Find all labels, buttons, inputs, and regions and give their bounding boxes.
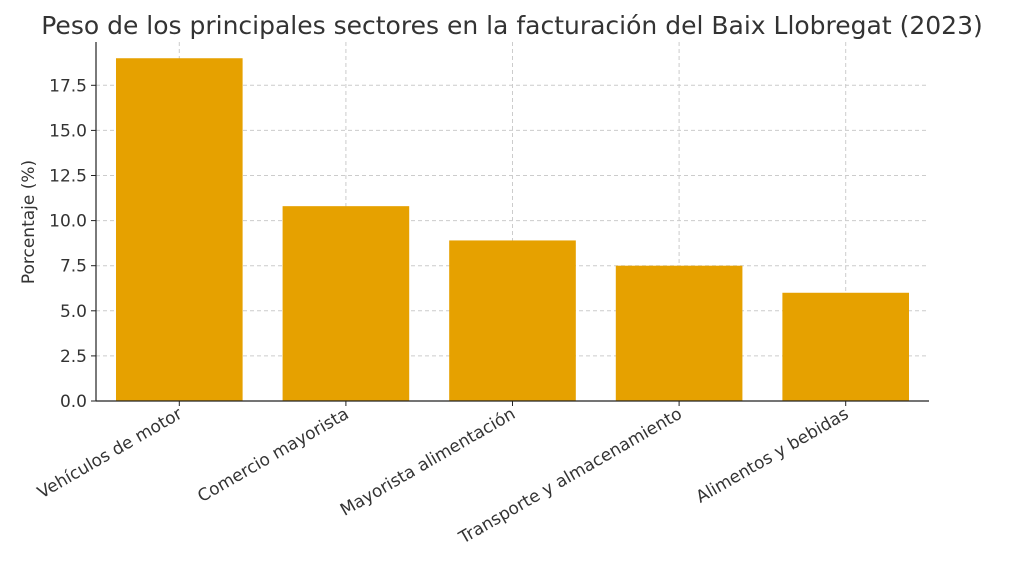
bar xyxy=(449,240,576,401)
y-tick-label: 7.5 xyxy=(60,257,87,277)
x-tick-label: Alimentos y bebidas xyxy=(693,404,853,508)
y-tick-label: 0.0 xyxy=(60,392,87,412)
x-tick-label: Vehículos de motor xyxy=(34,404,186,503)
x-tick-labels: Vehículos de motor Comercio mayoristaMayo… xyxy=(34,401,852,549)
bar xyxy=(282,206,410,401)
bar xyxy=(115,58,243,402)
bar xyxy=(615,265,743,401)
bars xyxy=(115,58,910,402)
y-tick-label: 17.5 xyxy=(49,76,87,96)
y-tick-label: 12.5 xyxy=(49,166,87,186)
bar xyxy=(782,292,910,401)
y-axis-label: Porcentaje (%) xyxy=(19,160,39,284)
y-tick-label: 2.5 xyxy=(60,347,87,367)
x-tick-label: Comercio mayorista xyxy=(194,404,352,507)
y-tick-label: 15.0 xyxy=(49,121,87,141)
y-tick-labels: 0.0 2.5 5.0 7.5 10.0 12.5 15.0 17.5 xyxy=(49,76,96,412)
x-tick-label: Mayorista alimentación xyxy=(337,404,519,521)
y-tick-label: 10.0 xyxy=(49,212,87,232)
chart-title: Peso de los principales sectores en la f… xyxy=(41,11,982,40)
y-tick-label: 5.0 xyxy=(60,302,87,322)
